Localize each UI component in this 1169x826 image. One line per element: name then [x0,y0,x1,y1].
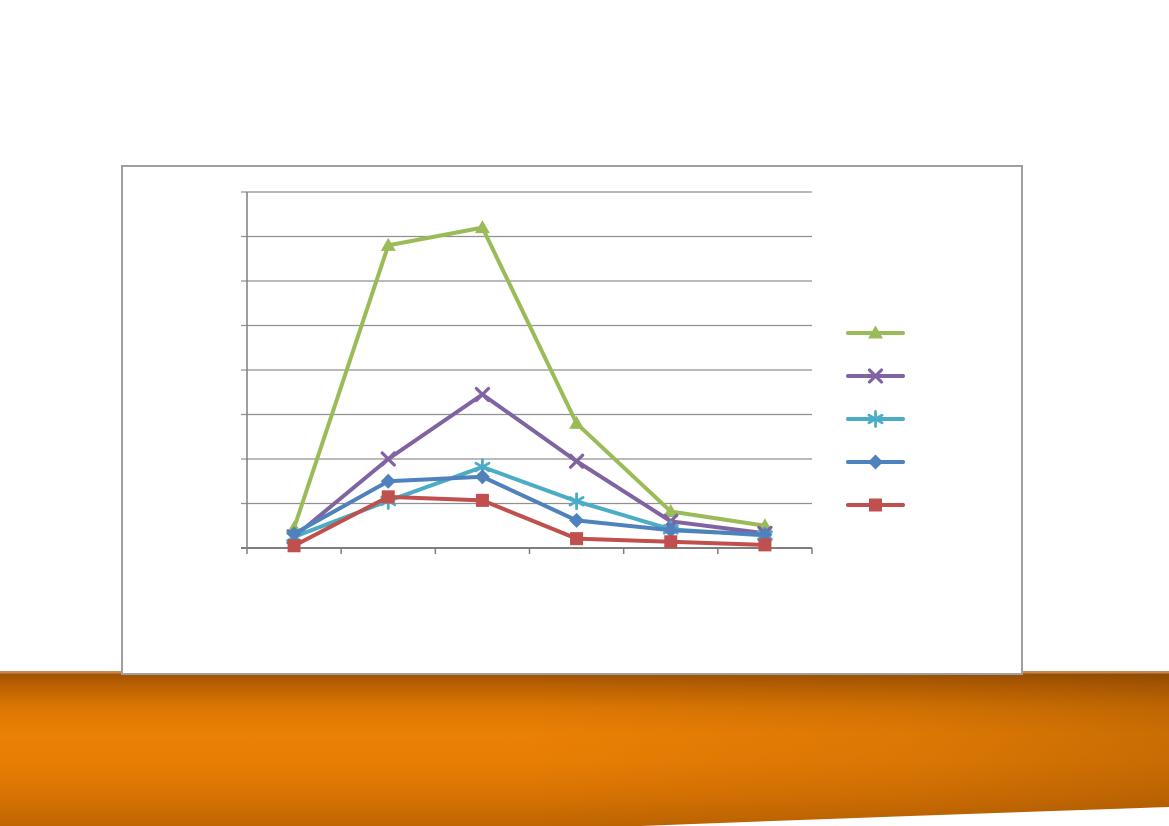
marker-diamond [868,454,883,470]
marker-asterisk [867,413,884,425]
marker-triangle [474,220,490,234]
marker-asterisk [568,496,585,507]
orange-band [0,671,1169,826]
marker-diamond [663,522,679,538]
band-shade-overlay [0,671,1169,826]
marker-x [867,368,884,384]
marker-square [758,538,772,552]
marker-square [570,532,584,546]
marker-x [568,453,585,469]
marker-diamond [757,527,773,543]
marker-square [664,535,678,549]
marker-triangle [868,325,883,339]
marker-square [381,490,395,504]
marker-triangle [380,237,396,251]
series-line-0 [292,225,767,530]
footer: AARHUS UNIVERSITET mıdt regionmidtjyllan… [0,671,1169,826]
marker-triangle [569,415,585,429]
marker-x [380,451,396,467]
series-line-3 [292,474,767,537]
marker-triangle [663,504,679,518]
series-line-4 [292,494,767,548]
marker-diamond [380,473,396,489]
marker-diamond [569,512,585,528]
marker-x [474,386,491,403]
chart-box [121,165,1023,675]
marker-square [287,539,301,553]
marker-square [475,493,489,507]
marker-asterisk [474,461,491,473]
marker-diamond [286,526,302,542]
marker-diamond [474,469,490,485]
marker-square [869,498,882,512]
line-chart [241,191,905,554]
series-line-1 [292,392,767,539]
